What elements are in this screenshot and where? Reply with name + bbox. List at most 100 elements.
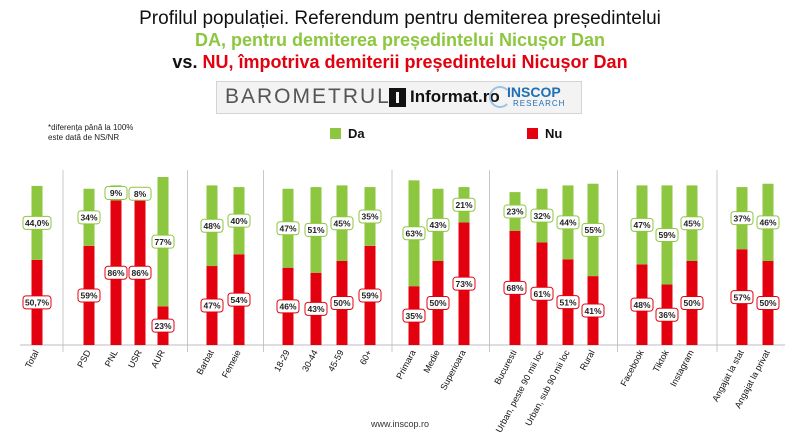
category-label: Bucuresti [492, 348, 518, 386]
footnote: *diferența până la 100% este dată de NS/… [48, 123, 133, 143]
svg-text:40%: 40% [230, 216, 247, 226]
category-label: Total [23, 348, 41, 369]
data-label: 8% [128, 186, 152, 201]
barometrul-logo: BAROMETRUL [225, 85, 391, 108]
svg-text:46%: 46% [759, 218, 776, 228]
svg-text:35%: 35% [405, 311, 422, 321]
svg-text:44%: 44% [559, 218, 576, 228]
svg-text:54%: 54% [230, 295, 247, 305]
data-label: 44,0% [22, 215, 52, 230]
svg-text:63%: 63% [405, 228, 422, 238]
inscop-logo: INSCOP [507, 84, 561, 100]
category-label: 60+ [358, 348, 374, 366]
data-label: 46% [276, 299, 300, 314]
svg-text:45%: 45% [683, 218, 700, 228]
legend-nu-label: Nu [545, 126, 563, 141]
svg-text:47%: 47% [203, 301, 220, 311]
data-label: 44% [556, 215, 580, 230]
svg-text:41%: 41% [584, 306, 601, 316]
category-label: Tiktok [651, 348, 671, 374]
legend-nu: Nu [527, 126, 562, 141]
category-label: Femeie [220, 348, 243, 379]
data-label: 21% [452, 197, 476, 212]
svg-text:50%: 50% [683, 298, 700, 308]
category-label: PSD [75, 348, 93, 369]
footer-url: www.inscop.ro [370, 419, 430, 429]
data-label: 57% [730, 290, 754, 305]
category-label: Instagram [668, 348, 696, 388]
data-label: 51% [304, 222, 328, 237]
category-label: Medie [421, 348, 441, 374]
informat-logo: Informat.ro [410, 87, 500, 106]
data-label: 37% [730, 211, 754, 226]
data-label: 68% [503, 280, 527, 295]
svg-text:36%: 36% [658, 310, 675, 320]
svg-text:68%: 68% [506, 283, 523, 293]
svg-text:73%: 73% [455, 279, 472, 289]
svg-text:45%: 45% [333, 218, 350, 228]
svg-text:86%: 86% [107, 268, 124, 278]
svg-text:59%: 59% [80, 291, 97, 301]
svg-text:51%: 51% [559, 297, 576, 307]
data-label: 48% [200, 218, 224, 233]
svg-text:23%: 23% [154, 321, 171, 331]
footnote-line-2: este dată de NS/NR [48, 133, 120, 142]
svg-text:77%: 77% [154, 237, 171, 247]
research-logo: RESEARCH [513, 99, 566, 108]
svg-text:21%: 21% [455, 200, 472, 210]
inscop-logo-icon [489, 86, 511, 108]
svg-text:50%: 50% [429, 298, 446, 308]
svg-text:44,0%: 44,0% [25, 218, 50, 228]
data-label: 50% [330, 296, 354, 310]
svg-text:61%: 61% [533, 289, 550, 299]
category-label: AUR [149, 348, 167, 370]
data-label: 59% [655, 227, 679, 242]
category-label: Facebook [618, 348, 646, 388]
data-label: 41% [581, 303, 605, 318]
data-label: 45% [680, 216, 704, 231]
vs-label: vs. [172, 52, 198, 72]
svg-text:8%: 8% [134, 189, 147, 199]
svg-text:47%: 47% [633, 220, 650, 230]
footnote-line-1: *diferența până la 100% [48, 123, 134, 132]
data-label: 43% [304, 301, 328, 316]
category-label: 45-59 [326, 348, 346, 373]
data-label: 23% [151, 318, 175, 333]
data-label: 45% [330, 216, 354, 231]
nu-subtitle-text: NU, împotriva demiterii președintelui Ni… [202, 52, 628, 72]
svg-text:9%: 9% [110, 188, 123, 198]
legend-da: Da [330, 126, 365, 141]
data-label: 43% [426, 217, 450, 232]
data-label: 51% [556, 295, 580, 310]
informat-logo-icon [389, 88, 406, 107]
svg-text:37%: 37% [733, 213, 750, 223]
sponsor-logos: BAROMETRUL Informat.ro INSCOP RESEARCH [216, 81, 582, 114]
data-label: 86% [104, 265, 128, 280]
category-label: PNL [103, 348, 120, 368]
svg-text:43%: 43% [307, 304, 324, 314]
data-label: 55% [581, 222, 605, 237]
da-subtitle: DA, pentru demiterea președintelui Nicuș… [194, 30, 606, 50]
data-label: 54% [227, 292, 251, 307]
svg-text:23%: 23% [506, 207, 523, 217]
data-label: 35% [358, 209, 382, 224]
category-label: 30-44 [300, 348, 320, 373]
data-label: 47% [630, 217, 654, 232]
data-label: 63% [402, 226, 426, 241]
data-label: 59% [358, 288, 382, 303]
data-label: 36% [655, 307, 679, 322]
data-label: 35% [402, 308, 426, 323]
data-label: 34% [77, 210, 101, 225]
data-label: 50,7% [22, 295, 52, 310]
legend-nu-swatch [527, 128, 538, 139]
category-label: USR [126, 348, 144, 370]
data-label: 47% [200, 298, 224, 313]
svg-text:50%: 50% [759, 298, 776, 308]
data-label: 50% [756, 296, 780, 310]
svg-text:48%: 48% [203, 221, 220, 231]
category-label: Rural [578, 348, 597, 372]
category-label: Primara [394, 348, 418, 381]
svg-text:86%: 86% [131, 268, 148, 278]
svg-text:50%: 50% [333, 298, 350, 308]
svg-text:47%: 47% [279, 223, 296, 233]
